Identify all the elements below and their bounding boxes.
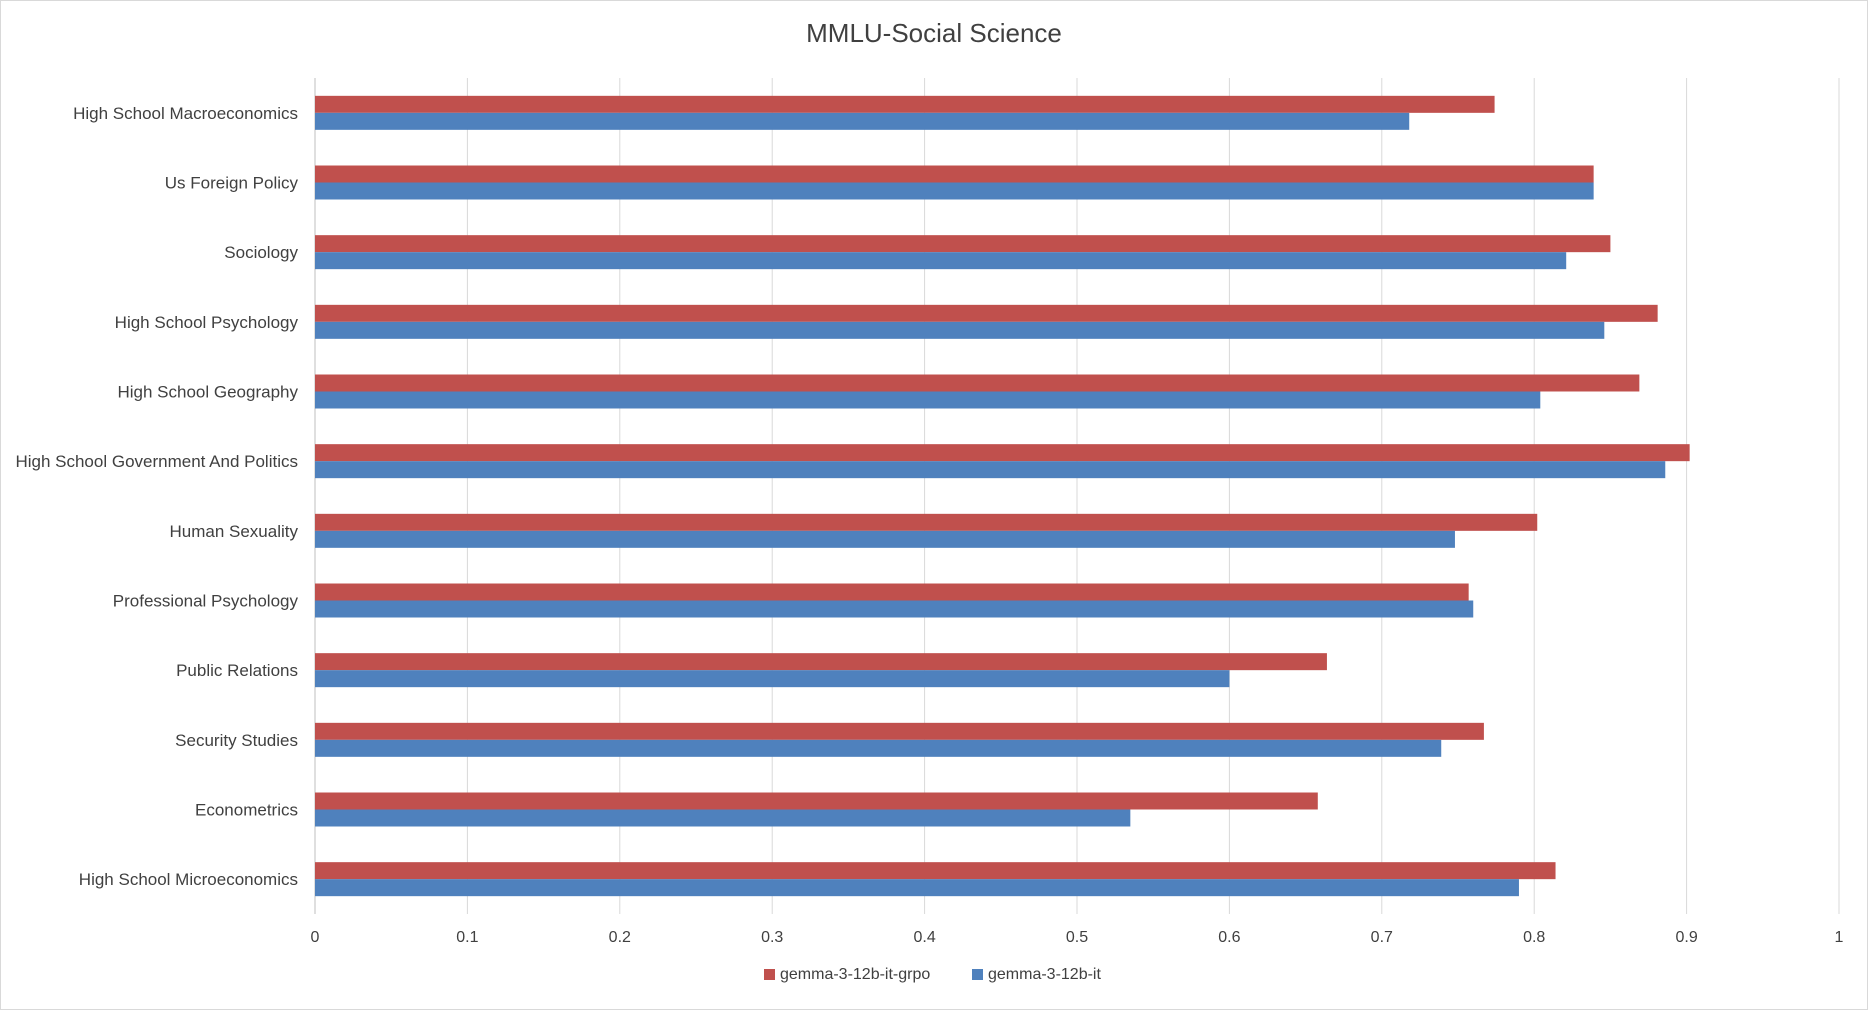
bar-gemma-3-12b-it [315,739,1442,757]
bar-gemma-3-12b-it-grpo [315,513,1538,531]
x-tick-label: 0.3 [761,929,783,946]
category-label: High School Government And Politics [15,452,298,471]
x-tick-label: 0.1 [456,929,478,946]
category-label: High School Geography [117,383,298,402]
x-tick-label: 0.6 [1218,929,1240,946]
bar-gemma-3-12b-it [315,670,1230,688]
category-label: Econometrics [195,801,298,820]
bar-gemma-3-12b-it [315,321,1605,339]
bar-gemma-3-12b-it-grpo [315,583,1469,601]
bar-gemma-3-12b-it [315,182,1594,200]
bar-gemma-3-12b-it-grpo [315,722,1484,740]
bar-gemma-3-12b-it [315,600,1474,618]
bar-gemma-3-12b-it [315,879,1519,897]
x-tick-label: 0.5 [1066,929,1088,946]
bar-gemma-3-12b-it-grpo [315,235,1611,253]
bar-gemma-3-12b-it [315,461,1666,479]
category-label: Security Studies [175,731,298,750]
legend-swatch [764,969,775,980]
x-tick-label: 0.8 [1523,929,1545,946]
bar-gemma-3-12b-it-grpo [315,444,1690,462]
x-tick-label: 0.2 [609,929,631,946]
category-label: Sociology [224,243,298,262]
bar-gemma-3-12b-it [315,252,1567,270]
x-tick-label: 0.9 [1675,929,1697,946]
category-label: High School Psychology [115,313,299,332]
chart-title: MMLU-Social Science [806,18,1062,48]
bar-gemma-3-12b-it-grpo [315,95,1495,113]
category-label: Us Foreign Policy [165,174,299,193]
bar-gemma-3-12b-it-grpo [315,792,1318,810]
legend-swatch [972,969,983,980]
bar-gemma-3-12b-it [315,809,1131,827]
category-label: Professional Psychology [113,592,299,611]
bar-gemma-3-12b-it-grpo [315,653,1327,671]
bar-gemma-3-12b-it-grpo [315,374,1640,392]
legend-label: gemma-3-12b-it-grpo [780,966,930,983]
category-label: Public Relations [176,661,298,680]
x-tick-label: 1 [1835,929,1844,946]
bar-gemma-3-12b-it-grpo [315,862,1556,880]
bar-gemma-3-12b-it [315,112,1410,130]
bar-gemma-3-12b-it-grpo [315,165,1594,183]
bar-gemma-3-12b-it [315,530,1455,548]
x-tick-label: 0.7 [1371,929,1393,946]
bar-gemma-3-12b-it [315,391,1541,409]
x-tick-label: 0.4 [913,929,935,946]
category-label: High School Microeconomics [79,870,298,889]
x-tick-label: 0 [311,929,320,946]
bar-gemma-3-12b-it-grpo [315,304,1658,322]
legend-label: gemma-3-12b-it [988,966,1101,983]
category-label: High School Macroeconomics [73,104,298,123]
category-label: Human Sexuality [169,522,298,541]
